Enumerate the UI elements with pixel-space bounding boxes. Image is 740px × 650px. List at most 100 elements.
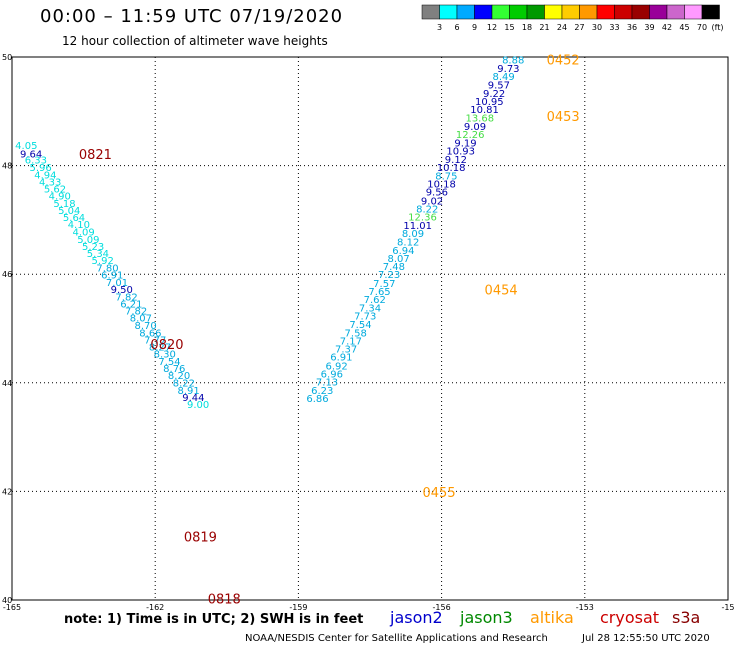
x-tick-label: -165 bbox=[3, 603, 21, 612]
x-tick-label: -159 bbox=[289, 603, 307, 612]
x-tick-label: -153 bbox=[576, 603, 594, 612]
swh-point: 7.23 bbox=[378, 270, 400, 281]
swh-point: 4.94 bbox=[34, 170, 56, 181]
swh-point: 6.92 bbox=[325, 361, 347, 372]
colorbar-swatch bbox=[649, 4, 668, 20]
swh-point: 5.23 bbox=[82, 242, 104, 253]
swh-point: 11.01 bbox=[403, 221, 432, 232]
generated-timestamp: Jul 28 12:55:50 UTC 2020 bbox=[582, 633, 710, 644]
time-label: 0455 bbox=[423, 486, 456, 501]
x-tick-label: -156 bbox=[433, 603, 451, 612]
colorbar-label: 6 bbox=[454, 23, 459, 32]
swh-point: 8.75 bbox=[435, 171, 457, 182]
swh-point: 8.09 bbox=[402, 229, 424, 240]
colorbar-swatch bbox=[596, 4, 615, 20]
swh-point: 10.18 bbox=[427, 180, 456, 191]
swh-point: 8.91 bbox=[177, 386, 199, 397]
time-label: 0820 bbox=[150, 338, 183, 353]
units-note: note: 1) Time is in UTC; 2) SWH is in fe… bbox=[64, 612, 364, 627]
swh-point: 5.04 bbox=[58, 206, 80, 217]
legend-s3a: s3a bbox=[672, 608, 701, 627]
colorbar-label: 18 bbox=[522, 23, 532, 32]
swh-point: 5.18 bbox=[53, 199, 75, 210]
swh-point: 9.12 bbox=[445, 155, 467, 166]
time-label: 0821 bbox=[79, 148, 112, 163]
legend-cryosat: cryosat bbox=[600, 608, 660, 627]
chart-subtitle: 12 hour collection of altimeter wave hei… bbox=[62, 34, 328, 48]
colorbar-label: 15 bbox=[504, 23, 514, 32]
swh-point: 8.76 bbox=[163, 364, 185, 375]
colorbar-label: 27 bbox=[574, 23, 584, 32]
time-label: 0818 bbox=[208, 592, 241, 607]
y-tick-label: 42 bbox=[2, 487, 12, 496]
swh-point: 9.50 bbox=[111, 285, 133, 296]
swh-point: 7.54 bbox=[158, 357, 180, 368]
legend-jason3: jason3 bbox=[460, 608, 513, 627]
colorbar-label: 70 bbox=[697, 23, 707, 32]
colorbar-swatch bbox=[701, 4, 720, 20]
swh-point: 4.90 bbox=[49, 191, 71, 202]
colorbar-label: 42 bbox=[662, 23, 672, 32]
colorbar-swatch bbox=[439, 4, 458, 20]
x-tick-label: -15 bbox=[721, 603, 734, 612]
colorbar-swatch bbox=[614, 4, 633, 20]
swh-point: 7.57 bbox=[373, 279, 395, 290]
swh-point: 8.66 bbox=[139, 328, 161, 339]
swh-point: 9.19 bbox=[454, 138, 476, 149]
swh-point: 8.30 bbox=[154, 349, 176, 360]
colorbar-unit: (ft) bbox=[712, 23, 724, 32]
swh-point: 7.58 bbox=[345, 328, 367, 339]
swh-point: 7.48 bbox=[383, 262, 405, 273]
swh-point: 10.18 bbox=[437, 163, 466, 174]
swh-point: 6.91 bbox=[101, 271, 123, 282]
y-tick-label: 40 bbox=[2, 596, 12, 605]
swh-point: 7.80 bbox=[96, 264, 118, 275]
swh-point: 8.49 bbox=[493, 72, 515, 83]
colorbar-label: 21 bbox=[539, 23, 549, 32]
swh-point: 5.09 bbox=[77, 235, 99, 246]
swh-point: 10.81 bbox=[470, 105, 499, 116]
swh-point: 7.77 bbox=[144, 335, 166, 346]
swh-point: 7.13 bbox=[316, 378, 338, 389]
swh-point: 10.95 bbox=[475, 97, 504, 108]
colorbar-swatch bbox=[579, 4, 598, 20]
swh-point: 6.86 bbox=[306, 394, 328, 405]
swh-point: 9.09 bbox=[464, 122, 486, 133]
time-label: 0452 bbox=[547, 54, 580, 69]
colorbar-label: 12 bbox=[487, 23, 497, 32]
swh-point: 4.33 bbox=[39, 177, 61, 188]
swh-point: 9.56 bbox=[426, 188, 448, 199]
colorbar-label: 30 bbox=[592, 23, 602, 32]
colorbar-label: 33 bbox=[609, 23, 619, 32]
swh-point: 7.82 bbox=[125, 307, 147, 318]
swh-point: 5.62 bbox=[44, 184, 66, 195]
y-tick-label: 50 bbox=[2, 53, 12, 62]
swh-point: 4.09 bbox=[72, 227, 94, 238]
y-tick-label: 46 bbox=[2, 270, 12, 279]
swh-point: 13.68 bbox=[465, 113, 494, 124]
swh-point: 7.54 bbox=[349, 320, 371, 331]
swh-point: 8.70 bbox=[135, 321, 157, 332]
swh-point: 9.73 bbox=[497, 64, 519, 75]
colorbar-swatch bbox=[631, 4, 650, 20]
swh-point: 12.36 bbox=[408, 213, 437, 224]
swh-point: 8.20 bbox=[168, 371, 190, 382]
swh-point: 9.02 bbox=[421, 196, 443, 207]
swh-point: 7.01 bbox=[106, 278, 128, 289]
swh-point: 5.96 bbox=[30, 163, 52, 174]
swh-point: 7.65 bbox=[368, 287, 390, 298]
swh-point: 5.92 bbox=[92, 256, 114, 267]
swh-point: 12.26 bbox=[456, 130, 485, 141]
swh-point: 4.05 bbox=[15, 141, 37, 152]
swh-point: 5.34 bbox=[87, 249, 109, 260]
colorbar-swatch bbox=[491, 4, 510, 20]
legend-altika: altika bbox=[530, 608, 574, 627]
swh-point: 8.88 bbox=[502, 56, 524, 67]
colorbar-label: 39 bbox=[644, 23, 654, 32]
swh-point: 6.94 bbox=[392, 246, 414, 257]
colorbar-label: 9 bbox=[472, 23, 477, 32]
swh-point: 4.10 bbox=[68, 220, 90, 231]
swh-point: 7.37 bbox=[335, 345, 357, 356]
colorbar-label: 24 bbox=[557, 23, 567, 32]
